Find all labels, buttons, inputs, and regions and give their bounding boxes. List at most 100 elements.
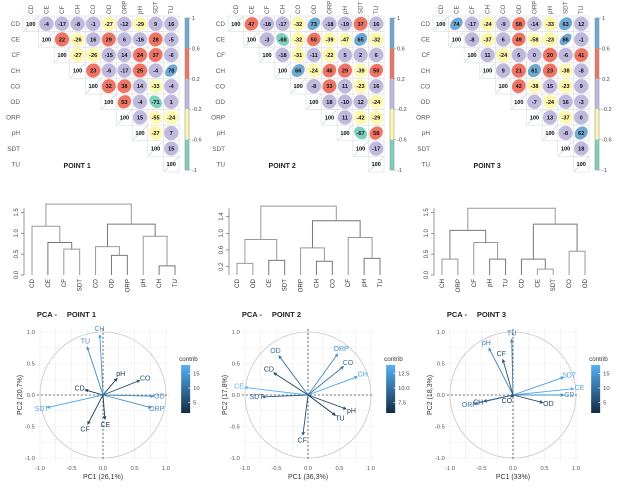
correlation-value: -5: [169, 37, 174, 43]
correlation-ellipse: [132, 47, 148, 63]
legend-tick-label: 10: [603, 386, 609, 392]
arrow-head: [539, 400, 544, 404]
correlation-ellipse: [101, 47, 116, 63]
correlation-value: 73: [311, 22, 317, 28]
arrow-head: [510, 338, 514, 343]
correlation-ellipse: [307, 32, 321, 47]
y-tick-label: 0.5: [232, 362, 240, 368]
correlation-value: 23: [90, 69, 96, 75]
loading-vector: [512, 394, 543, 403]
arrow-head: [334, 353, 339, 358]
colorbar-tick-label: -0.2: [397, 107, 407, 113]
vector-label: CF: [80, 426, 89, 433]
correlation-ellipse: [496, 16, 511, 31]
correlation-ellipse: [165, 64, 178, 77]
correlation-value: -27: [74, 53, 82, 59]
y-tick-label: -0.5: [230, 425, 240, 431]
correlation-ellipse: [101, 16, 116, 31]
diagonal-mark: [306, 94, 321, 109]
correlation-value: 6: [517, 53, 520, 59]
correlation-ellipse: [574, 126, 588, 140]
correlation-ellipse: [259, 32, 275, 47]
correlation-value: -7: [532, 100, 537, 106]
correlation-value: 100: [561, 147, 570, 153]
vector-label: TU: [81, 338, 90, 345]
correlation-value: 100: [151, 147, 160, 153]
leaf-label: TU: [377, 279, 384, 287]
correlation-ellipse: [322, 63, 337, 78]
correlation-ellipse: [148, 63, 163, 78]
correlation-value: -8: [75, 22, 80, 28]
legend-tick-label: 5: [603, 400, 606, 406]
correlation-value: -39: [357, 69, 365, 75]
arrow-head: [301, 431, 305, 436]
diagonal-mark: [496, 79, 511, 94]
correlation-value: 100: [467, 53, 476, 59]
colorbar-tick-label: -0.2: [192, 107, 202, 113]
correlation-value: -23: [546, 37, 554, 43]
correlation-ellipse: [464, 16, 480, 31]
row-label: CO: [10, 83, 20, 90]
diagonal-mark: [337, 125, 353, 141]
diagonal-mark: [527, 110, 542, 125]
loading-vector: [102, 394, 154, 397]
leaf-label: CD: [234, 278, 241, 287]
colorbar-tick-label: -1: [192, 168, 197, 174]
correlation-ellipse: [353, 79, 368, 94]
leaf-label: TU: [503, 279, 510, 287]
correlation-value: -1: [579, 37, 584, 43]
arrow-head: [570, 387, 575, 391]
correlation-ellipse: [542, 16, 558, 31]
correlation-value: -10: [341, 100, 349, 106]
correlation-value: 86: [562, 37, 568, 43]
y-axis-label: PC2 (18,3%): [427, 375, 434, 415]
y-tick-label: 1.0: [27, 330, 35, 336]
diagonal-mark: [542, 125, 558, 141]
legend-tick-label: 15: [193, 372, 199, 378]
correlation-value: -9: [501, 22, 506, 28]
correlation-value: 15: [168, 147, 174, 153]
column-label: CD: [28, 5, 35, 14]
correlation-value: 50: [373, 69, 379, 75]
correlation-ellipse: [322, 94, 337, 109]
correlation-ellipse: [132, 79, 148, 94]
pca-title: POINT 2: [272, 310, 301, 319]
arrow-head: [340, 366, 345, 370]
correlation-ellipse: [558, 125, 573, 141]
correlation-value: 100: [120, 115, 129, 121]
vector-label: TU: [507, 331, 516, 338]
leaf-label: CE: [534, 279, 541, 288]
correlation-value: 9: [154, 22, 157, 28]
leaf-label: CD: [29, 278, 36, 287]
correlation-value: 9: [580, 84, 583, 90]
leaf-label: CO: [566, 279, 573, 288]
correlation-ellipse: [276, 32, 290, 46]
correlation-value: 100: [247, 37, 256, 43]
correlation-ellipse: [527, 79, 542, 94]
colorbar-segment: [185, 18, 189, 49]
leaf-label: SDT: [77, 279, 84, 292]
diagonal-mark: [39, 32, 54, 47]
y-tick-label: 0.2: [219, 262, 225, 271]
colorbar-segment: [185, 48, 189, 79]
colorbar-tick-label: 1: [397, 16, 400, 22]
correlation-ellipse: [117, 95, 132, 109]
loading-vector: [244, 386, 309, 396]
column-label: TU: [373, 6, 380, 14]
column-label: CD: [438, 5, 445, 14]
correlation-ellipse: [306, 63, 321, 78]
correlation-value: -26: [74, 37, 82, 43]
leaf-label: ORP: [455, 279, 462, 292]
dendrogram-branch: [236, 262, 254, 275]
correlation-value: 100: [135, 131, 144, 137]
correlation-ellipse: [369, 141, 384, 156]
correlation-ellipse: [132, 63, 148, 78]
correlation-value: 58: [373, 131, 379, 137]
legend-tick-label: 10.0: [398, 386, 409, 392]
correlation-value: 18: [326, 100, 332, 106]
diagonal-mark: [449, 32, 464, 47]
correlation-value: 47: [248, 22, 254, 28]
leaf-label: CH: [439, 279, 446, 288]
correlation-value: -37: [562, 115, 570, 121]
corrplot-title: POINT 2: [269, 163, 296, 170]
